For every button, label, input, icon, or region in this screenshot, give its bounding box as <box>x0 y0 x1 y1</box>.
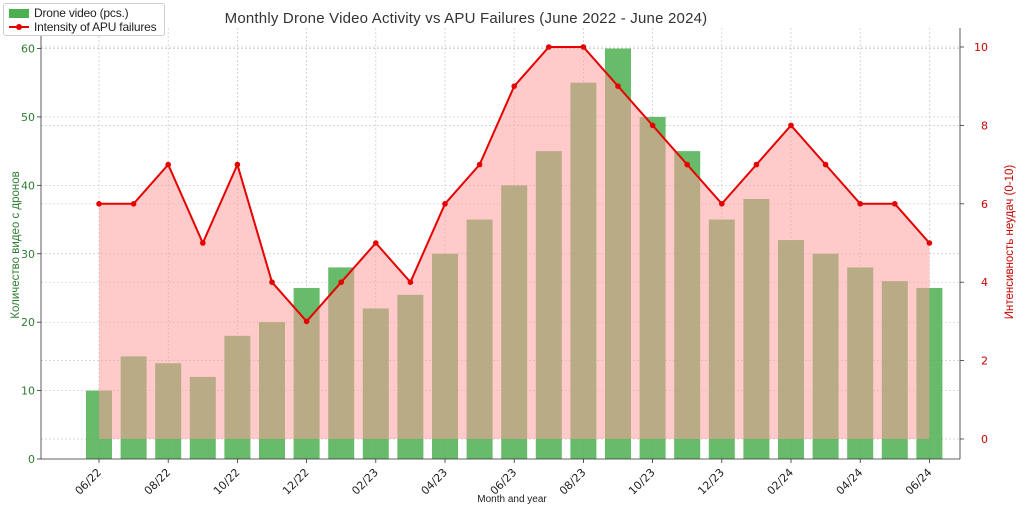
failure-point-05-23 <box>476 161 483 168</box>
x-tick-label: 06/23 <box>488 466 520 498</box>
failure-point-08-23 <box>580 44 587 50</box>
failure-point-09-22 <box>200 240 206 246</box>
failure-point-12-22 <box>303 318 310 325</box>
failure-area-fill <box>99 47 930 439</box>
x-tick-label: 08/22 <box>142 466 174 498</box>
right-tick-label: 4 <box>981 276 988 289</box>
legend-swatch-line <box>9 22 29 32</box>
failure-point-08-22 <box>165 161 171 168</box>
x-tick-label: 04/23 <box>419 466 451 498</box>
x-axis-label: Month and year <box>477 494 547 505</box>
x-tick-label: 12/23 <box>695 466 727 498</box>
failure-point-03-24 <box>822 161 829 168</box>
right-tick-label: 0 <box>981 433 988 446</box>
y-axis-label-right: Интенсивность неудач (0-10) <box>1004 165 1016 320</box>
legend-swatch-bar <box>9 8 29 18</box>
failure-point-11-22 <box>269 279 275 286</box>
right-tick-label: 10 <box>974 41 988 54</box>
failure-area <box>99 47 930 439</box>
x-tick-label: 06/24 <box>903 466 935 498</box>
left-tick-label: 60 <box>21 43 35 56</box>
x-tick-label: 10/23 <box>626 466 658 498</box>
left-tick-label: 50 <box>21 111 35 124</box>
failure-point-06-23 <box>511 83 517 89</box>
x-tick-label: 10/22 <box>211 466 243 498</box>
x-tick-label: 04/24 <box>834 466 866 498</box>
left-tick-label: 30 <box>21 248 35 261</box>
right-tick-label: 8 <box>981 119 988 132</box>
failure-point-06-22 <box>96 201 102 207</box>
legend-label-drone-video: Drone video (pcs.) <box>34 6 129 20</box>
x-tick-label: 06/22 <box>73 466 105 498</box>
failure-point-02-23 <box>373 240 379 246</box>
x-tick-label: 12/22 <box>280 466 312 498</box>
line-series-apu-failures <box>96 44 933 325</box>
right-tick-label: 2 <box>981 355 988 368</box>
failure-point-05-24 <box>892 201 898 207</box>
failure-point-04-24 <box>857 201 863 207</box>
failure-point-10-23 <box>649 122 656 129</box>
legend: Drone video (pcs.) Intensity of APU fail… <box>3 3 165 36</box>
failure-point-09-23 <box>615 83 621 89</box>
failure-point-07-23 <box>546 44 552 50</box>
x-tick-label: 02/24 <box>765 466 797 498</box>
failure-point-10-22 <box>234 161 241 168</box>
right-tick-label: 6 <box>981 198 988 211</box>
failure-point-11-23 <box>684 161 690 168</box>
failure-point-03-23 <box>407 279 414 286</box>
chart-title: Monthly Drone Video Activity vs APU Fail… <box>225 10 708 27</box>
x-tick-label: 02/23 <box>349 466 381 498</box>
legend-item-drone-video: Drone video (pcs.) <box>9 6 129 20</box>
failure-point-07-22 <box>130 201 137 207</box>
x-tick-label: 08/23 <box>557 466 589 498</box>
failure-point-06-24 <box>926 240 933 246</box>
left-tick-label: 20 <box>21 316 35 329</box>
failure-point-04-23 <box>442 201 448 207</box>
left-tick-label: 40 <box>21 179 35 192</box>
left-tick-label: 10 <box>21 385 35 398</box>
failure-point-12-23 <box>719 201 725 207</box>
failure-point-02-24 <box>788 122 794 129</box>
failure-point-01-23 <box>338 279 345 286</box>
left-tick-label: 0 <box>28 453 35 466</box>
legend-item-apu-failures: Intensity of APU failures <box>9 20 157 34</box>
y-axis-label-left: Количество видео с дронов <box>10 171 22 318</box>
legend-label-apu-failures: Intensity of APU failures <box>34 20 157 34</box>
failure-point-01-24 <box>753 161 760 168</box>
